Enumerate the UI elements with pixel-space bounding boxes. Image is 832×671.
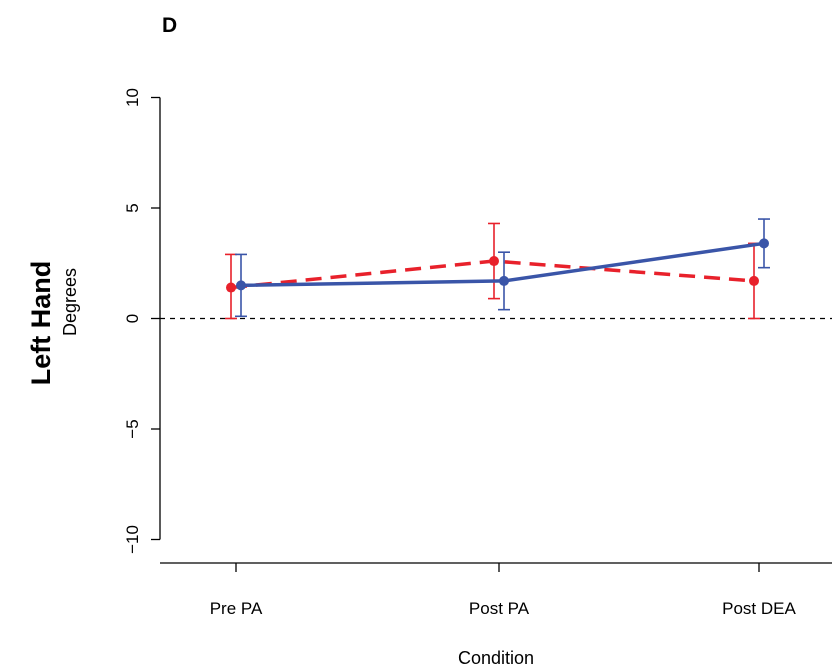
data-point [236,280,246,291]
data-point [759,238,769,249]
x-tick-label: Pre PA [210,599,263,618]
x-tick-label: Post DEA [722,599,796,618]
axes: −10 −5 0 5 10 Pre PA Post PA Post DEA [123,88,832,618]
y-tick-label: 5 [123,203,142,212]
y-tick-label: −10 [123,525,142,554]
data-point [499,275,509,286]
x-axis-title: Condition [458,648,534,668]
series-2 [235,218,770,318]
panel-letter: D [162,14,177,37]
y-tick-label: 10 [123,88,142,107]
data-point [226,282,236,293]
x-tick-label: Post PA [469,599,530,618]
data-point [749,275,759,286]
row-label: Left Hand [26,261,56,386]
y-tick-label: 0 [123,314,142,323]
plot-marks [160,218,832,320]
y-axis-title: Degrees [60,268,80,336]
series-1 [225,222,760,320]
y-tick-label: −5 [123,419,142,438]
data-point [489,256,499,267]
